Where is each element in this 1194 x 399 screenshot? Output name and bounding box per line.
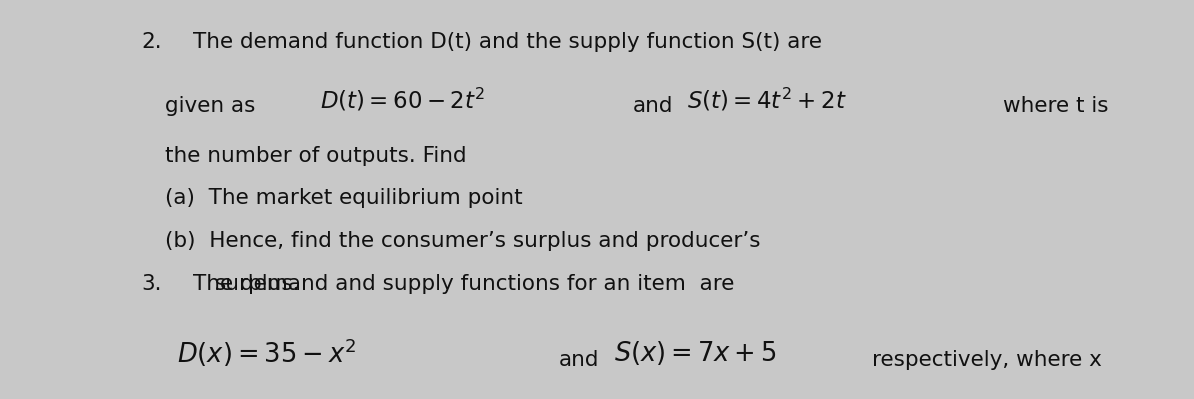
- Text: where t is: where t is: [1003, 96, 1108, 116]
- Text: and: and: [633, 96, 673, 116]
- Text: $S(x)=7x+5$: $S(x)=7x+5$: [614, 339, 776, 367]
- Text: surplus.: surplus.: [215, 274, 301, 294]
- Text: The demand and supply functions for an item  are: The demand and supply functions for an i…: [193, 274, 734, 294]
- Text: (a)  The market equilibrium point: (a) The market equilibrium point: [165, 188, 523, 208]
- Text: respectively, where x: respectively, where x: [872, 350, 1102, 370]
- Text: $S(t)=4t^2+2t$: $S(t)=4t^2+2t$: [687, 86, 847, 113]
- Text: $D(x)=35-x^2$: $D(x)=35-x^2$: [177, 337, 356, 369]
- Text: $D(t)=60-2t^2$: $D(t)=60-2t^2$: [320, 86, 485, 113]
- Text: 2.: 2.: [141, 32, 161, 52]
- Text: (b)  Hence, find the consumer’s surplus and producer’s: (b) Hence, find the consumer’s surplus a…: [165, 231, 761, 251]
- Text: and: and: [559, 350, 599, 370]
- Text: 3.: 3.: [141, 274, 161, 294]
- Text: given as: given as: [165, 96, 256, 116]
- Text: The demand function D(t) and the supply function S(t) are: The demand function D(t) and the supply …: [193, 32, 823, 52]
- Text: the number of outputs. Find: the number of outputs. Find: [165, 146, 467, 166]
